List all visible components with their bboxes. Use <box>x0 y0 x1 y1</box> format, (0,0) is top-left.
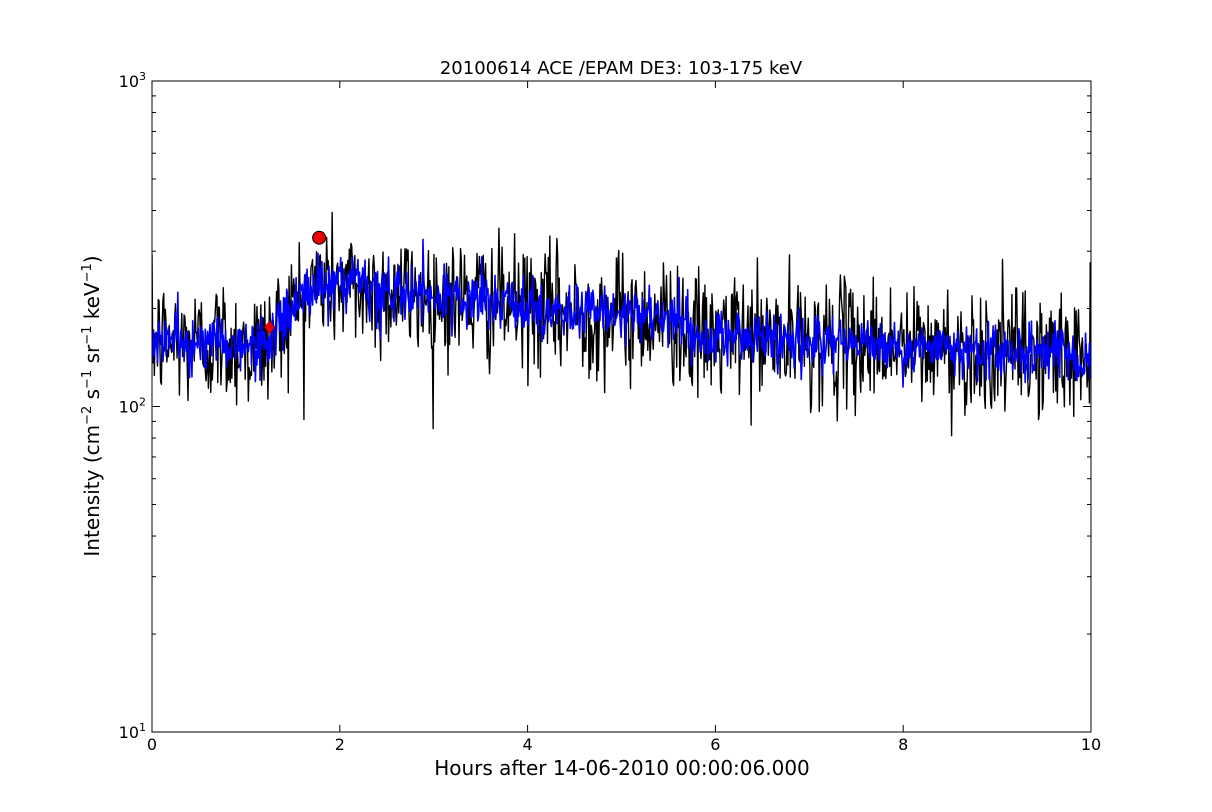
peak-marker <box>312 230 327 245</box>
y-axis-label: Intensity (cm−2 s−1 sr−1 keV−1) <box>80 255 104 556</box>
axis-ticks: 0 2 4 6 8 10 101 102 103 <box>119 70 1102 754</box>
x-tick-label: 4 <box>523 735 533 754</box>
x-tick-label: 2 <box>335 735 345 754</box>
marker-layer <box>264 230 327 335</box>
x-tick-label: 6 <box>710 735 720 754</box>
onset-marker <box>264 320 275 335</box>
y-tick-label: 102 <box>119 396 146 417</box>
series-layer <box>152 211 1091 437</box>
x-tick-label: 0 <box>147 735 157 754</box>
x-axis-label: Hours after 14-06-2010 00:00:06.000 <box>434 756 810 780</box>
y-tick-label: 103 <box>119 70 146 91</box>
series-line-smoothed <box>152 238 1091 388</box>
chart-title: 20100614 ACE /EPAM DE3: 103-175 keV <box>440 58 803 79</box>
x-tick-label: 8 <box>898 735 908 754</box>
plot-area <box>152 211 1091 437</box>
y-tick-label: 101 <box>119 721 146 742</box>
x-tick-label: 10 <box>1081 735 1101 754</box>
